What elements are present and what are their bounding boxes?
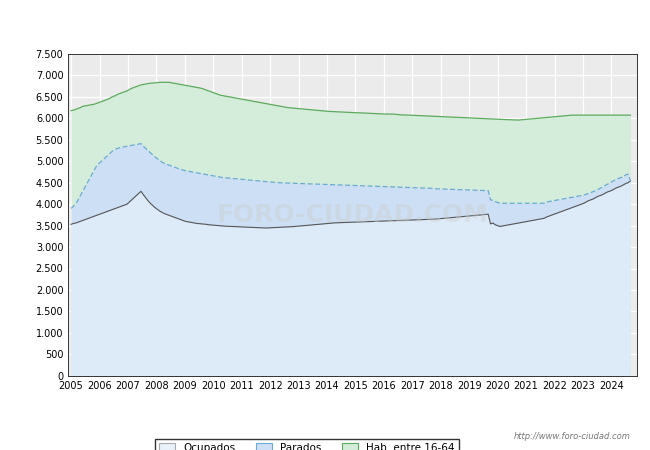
Text: Jerez de los Caballeros - Evolucion de la poblacion en edad de Trabajar Septiemb: Jerez de los Caballeros - Evolucion de l…: [74, 18, 576, 29]
Legend: Ocupados, Parados, Hab. entre 16-64: Ocupados, Parados, Hab. entre 16-64: [155, 439, 459, 450]
Text: http://www.foro-ciudad.com: http://www.foro-ciudad.com: [514, 432, 630, 441]
Text: FORO-CIUDAD.COM: FORO-CIUDAD.COM: [216, 203, 489, 227]
